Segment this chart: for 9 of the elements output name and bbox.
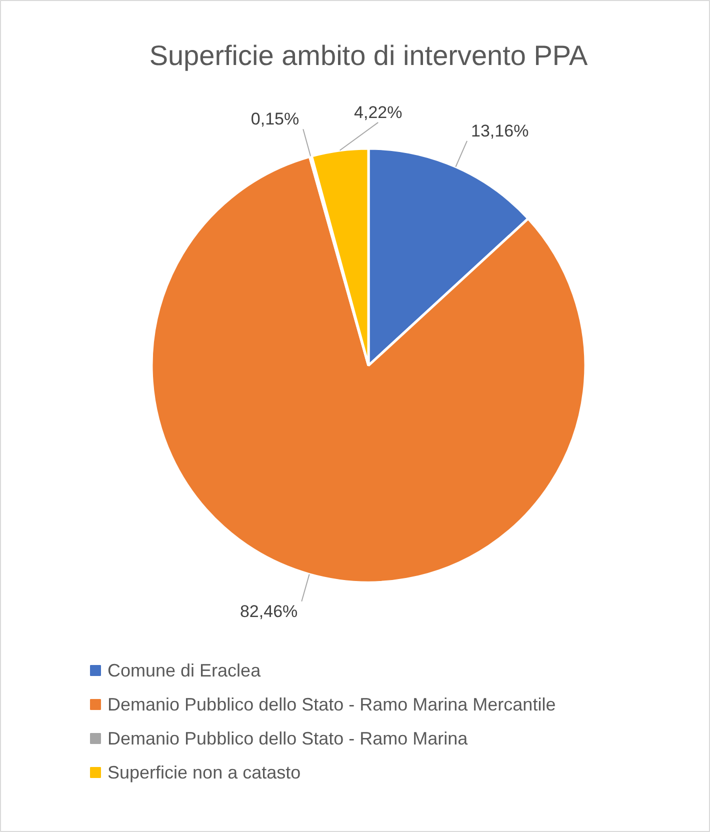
chart-title: Superficie ambito di intervento PPA xyxy=(149,40,588,71)
data-label: 82,46% xyxy=(240,602,298,621)
legend-label: Demanio Pubblico dello Stato - Ramo Marina Mercantile xyxy=(108,694,556,714)
data-label: 13,16% xyxy=(471,121,529,140)
legend-label: Comune di Eraclea xyxy=(108,660,262,680)
legend-label: Superficie non a catasto xyxy=(108,762,301,782)
legend-label: Demanio Pubblico dello Stato - Ramo Marina xyxy=(108,728,469,748)
data-label: 4,22% xyxy=(354,102,402,122)
data-label: 0,15% xyxy=(250,110,300,129)
